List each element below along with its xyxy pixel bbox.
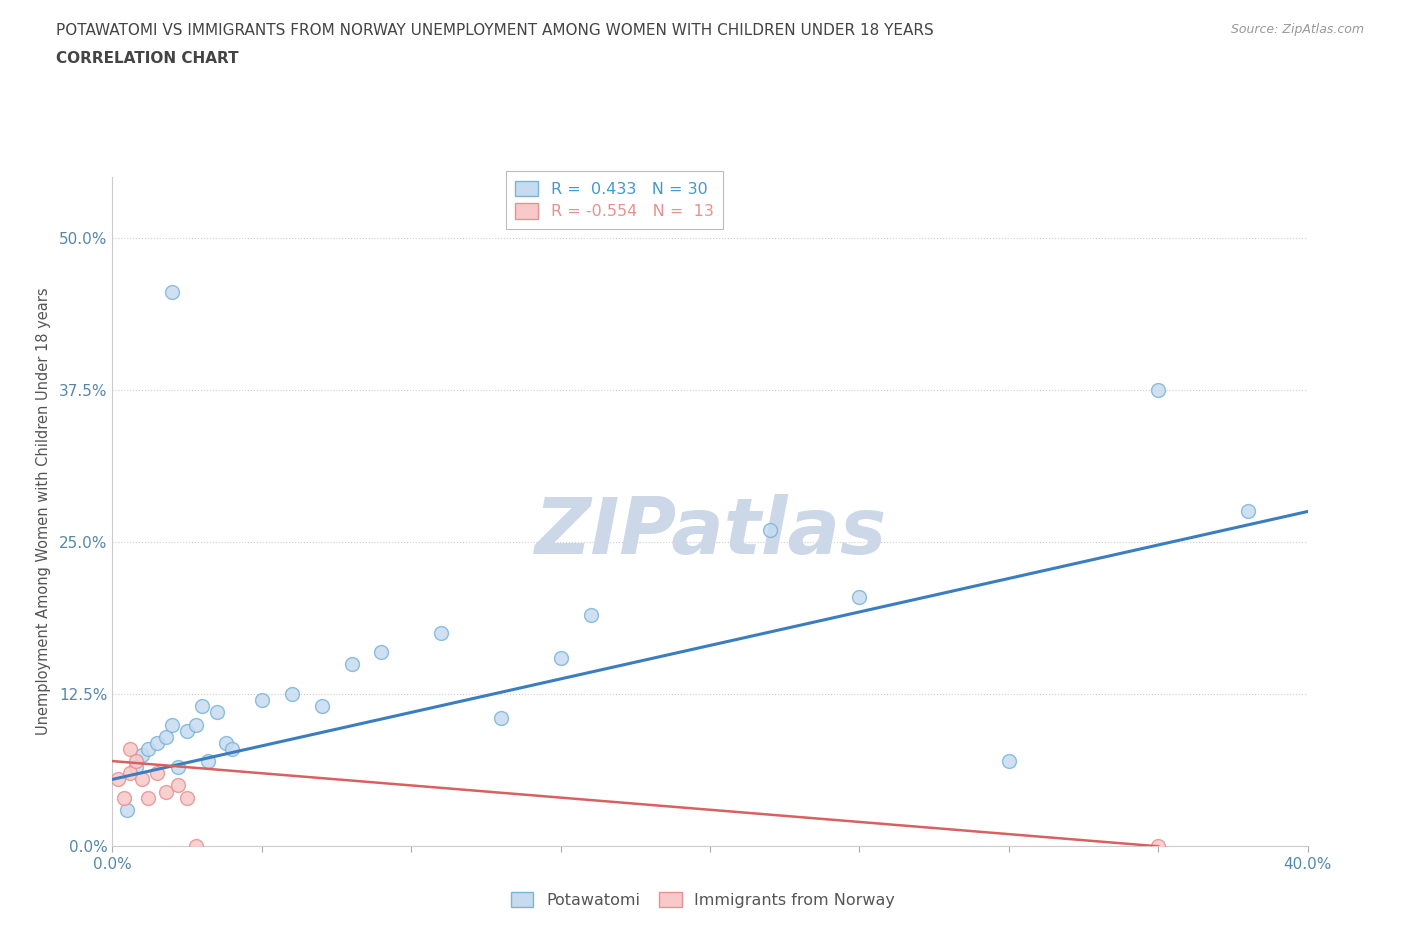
Point (162, 717, 183, 732)
Point (155, 784, 177, 799)
Text: ZIPatlas: ZIPatlas (534, 494, 886, 569)
Point (281, 686, 304, 701)
Text: POTAWATOMI VS IMMIGRANTS FROM NORWAY UNEMPLOYMENT AMONG WOMEN WITH CHILDREN UNDE: POTAWATOMI VS IMMIGRANTS FROM NORWAY UNE… (56, 23, 934, 38)
Point (1237, 504, 1260, 519)
Point (138, 790, 160, 805)
Point (131, 748, 153, 763)
Y-axis label: Unemployment Among Women with Children Under 18 years: Unemployment Among Women with Children U… (35, 287, 51, 736)
Point (430, 626, 453, 641)
Point (998, 753, 1021, 768)
Point (489, 711, 512, 726)
Point (146, 736, 169, 751)
Point (215, 736, 238, 751)
Point (120, 765, 142, 780)
Point (759, 523, 782, 538)
Point (114, 790, 135, 805)
Point (155, 729, 177, 744)
Point (176, 724, 198, 738)
Legend: R =  0.433   N = 30, R = -0.554   N =  13: R = 0.433 N = 30, R = -0.554 N = 13 (506, 171, 723, 229)
Point (186, 839, 208, 854)
Point (176, 790, 198, 805)
Point (340, 657, 363, 671)
Point (125, 760, 148, 775)
Point (120, 741, 142, 756)
Text: CORRELATION CHART: CORRELATION CHART (56, 51, 239, 66)
Point (579, 607, 602, 622)
Point (191, 698, 214, 713)
Point (221, 741, 243, 756)
Point (131, 772, 153, 787)
Point (550, 650, 572, 665)
Point (146, 765, 169, 780)
Point (107, 772, 129, 787)
Point (167, 778, 190, 793)
Legend: Potawatomi, Immigrants from Norway: Potawatomi, Immigrants from Norway (502, 882, 904, 917)
Point (311, 698, 333, 713)
Text: Source: ZipAtlas.com: Source: ZipAtlas.com (1230, 23, 1364, 36)
Point (1147, 382, 1170, 397)
Point (138, 741, 160, 756)
Point (848, 590, 870, 604)
Point (197, 753, 219, 768)
Point (186, 717, 208, 732)
Point (370, 644, 392, 659)
Point (205, 705, 228, 720)
Point (250, 693, 273, 708)
Point (1147, 839, 1170, 854)
Point (117, 803, 139, 817)
Point (162, 285, 183, 299)
Point (167, 760, 190, 775)
Point (125, 753, 148, 768)
